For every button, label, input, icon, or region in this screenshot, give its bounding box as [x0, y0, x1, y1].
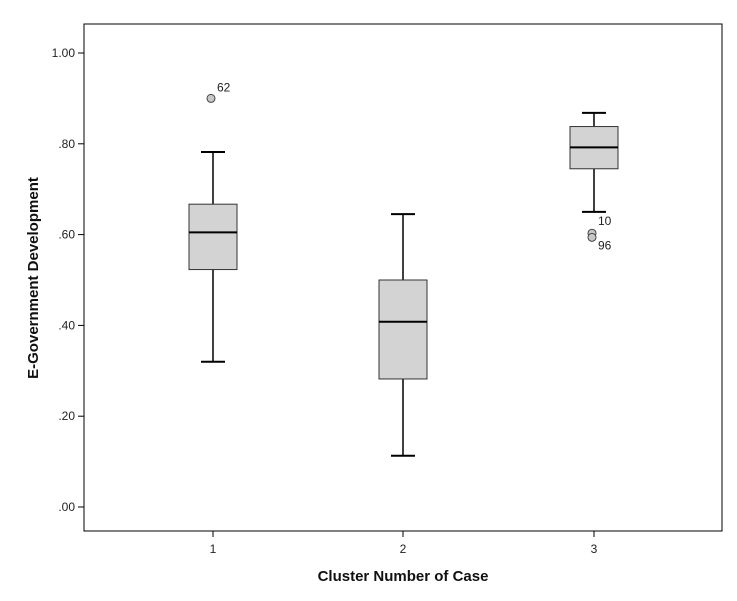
outlier-point — [587, 232, 597, 242]
x-axis: 1 2 3 — [210, 531, 598, 556]
y-tick-label: 1.00 — [52, 46, 76, 60]
box-group-2 — [378, 213, 428, 457]
x-axis-title: Cluster Number of Case — [318, 568, 489, 585]
y-tick-label: .60 — [58, 228, 75, 242]
y-tick-label: .40 — [58, 318, 75, 332]
y-tick-label: .80 — [58, 137, 75, 151]
iqr-box — [188, 203, 238, 271]
box-group-1: 62 — [188, 80, 238, 363]
x-tick-label: 1 — [210, 542, 217, 556]
box-series: 62 10 96 — [188, 80, 619, 457]
box-group-3: 10 96 — [569, 111, 619, 252]
y-tick-label: .20 — [58, 409, 75, 423]
y-axis: .00 .20 .40 .60 .80 1.00 — [52, 46, 84, 514]
x-tick-label: 2 — [400, 542, 407, 556]
y-tick-label: .00 — [58, 500, 75, 514]
outlier-point — [206, 93, 216, 103]
outlier-label: 96 — [598, 238, 612, 252]
outlier-label: 62 — [217, 80, 231, 94]
y-axis-title: E-Government Development — [25, 177, 42, 379]
iqr-box — [378, 279, 428, 380]
x-tick-label: 3 — [591, 542, 598, 556]
outlier-label: 10 — [598, 214, 612, 228]
